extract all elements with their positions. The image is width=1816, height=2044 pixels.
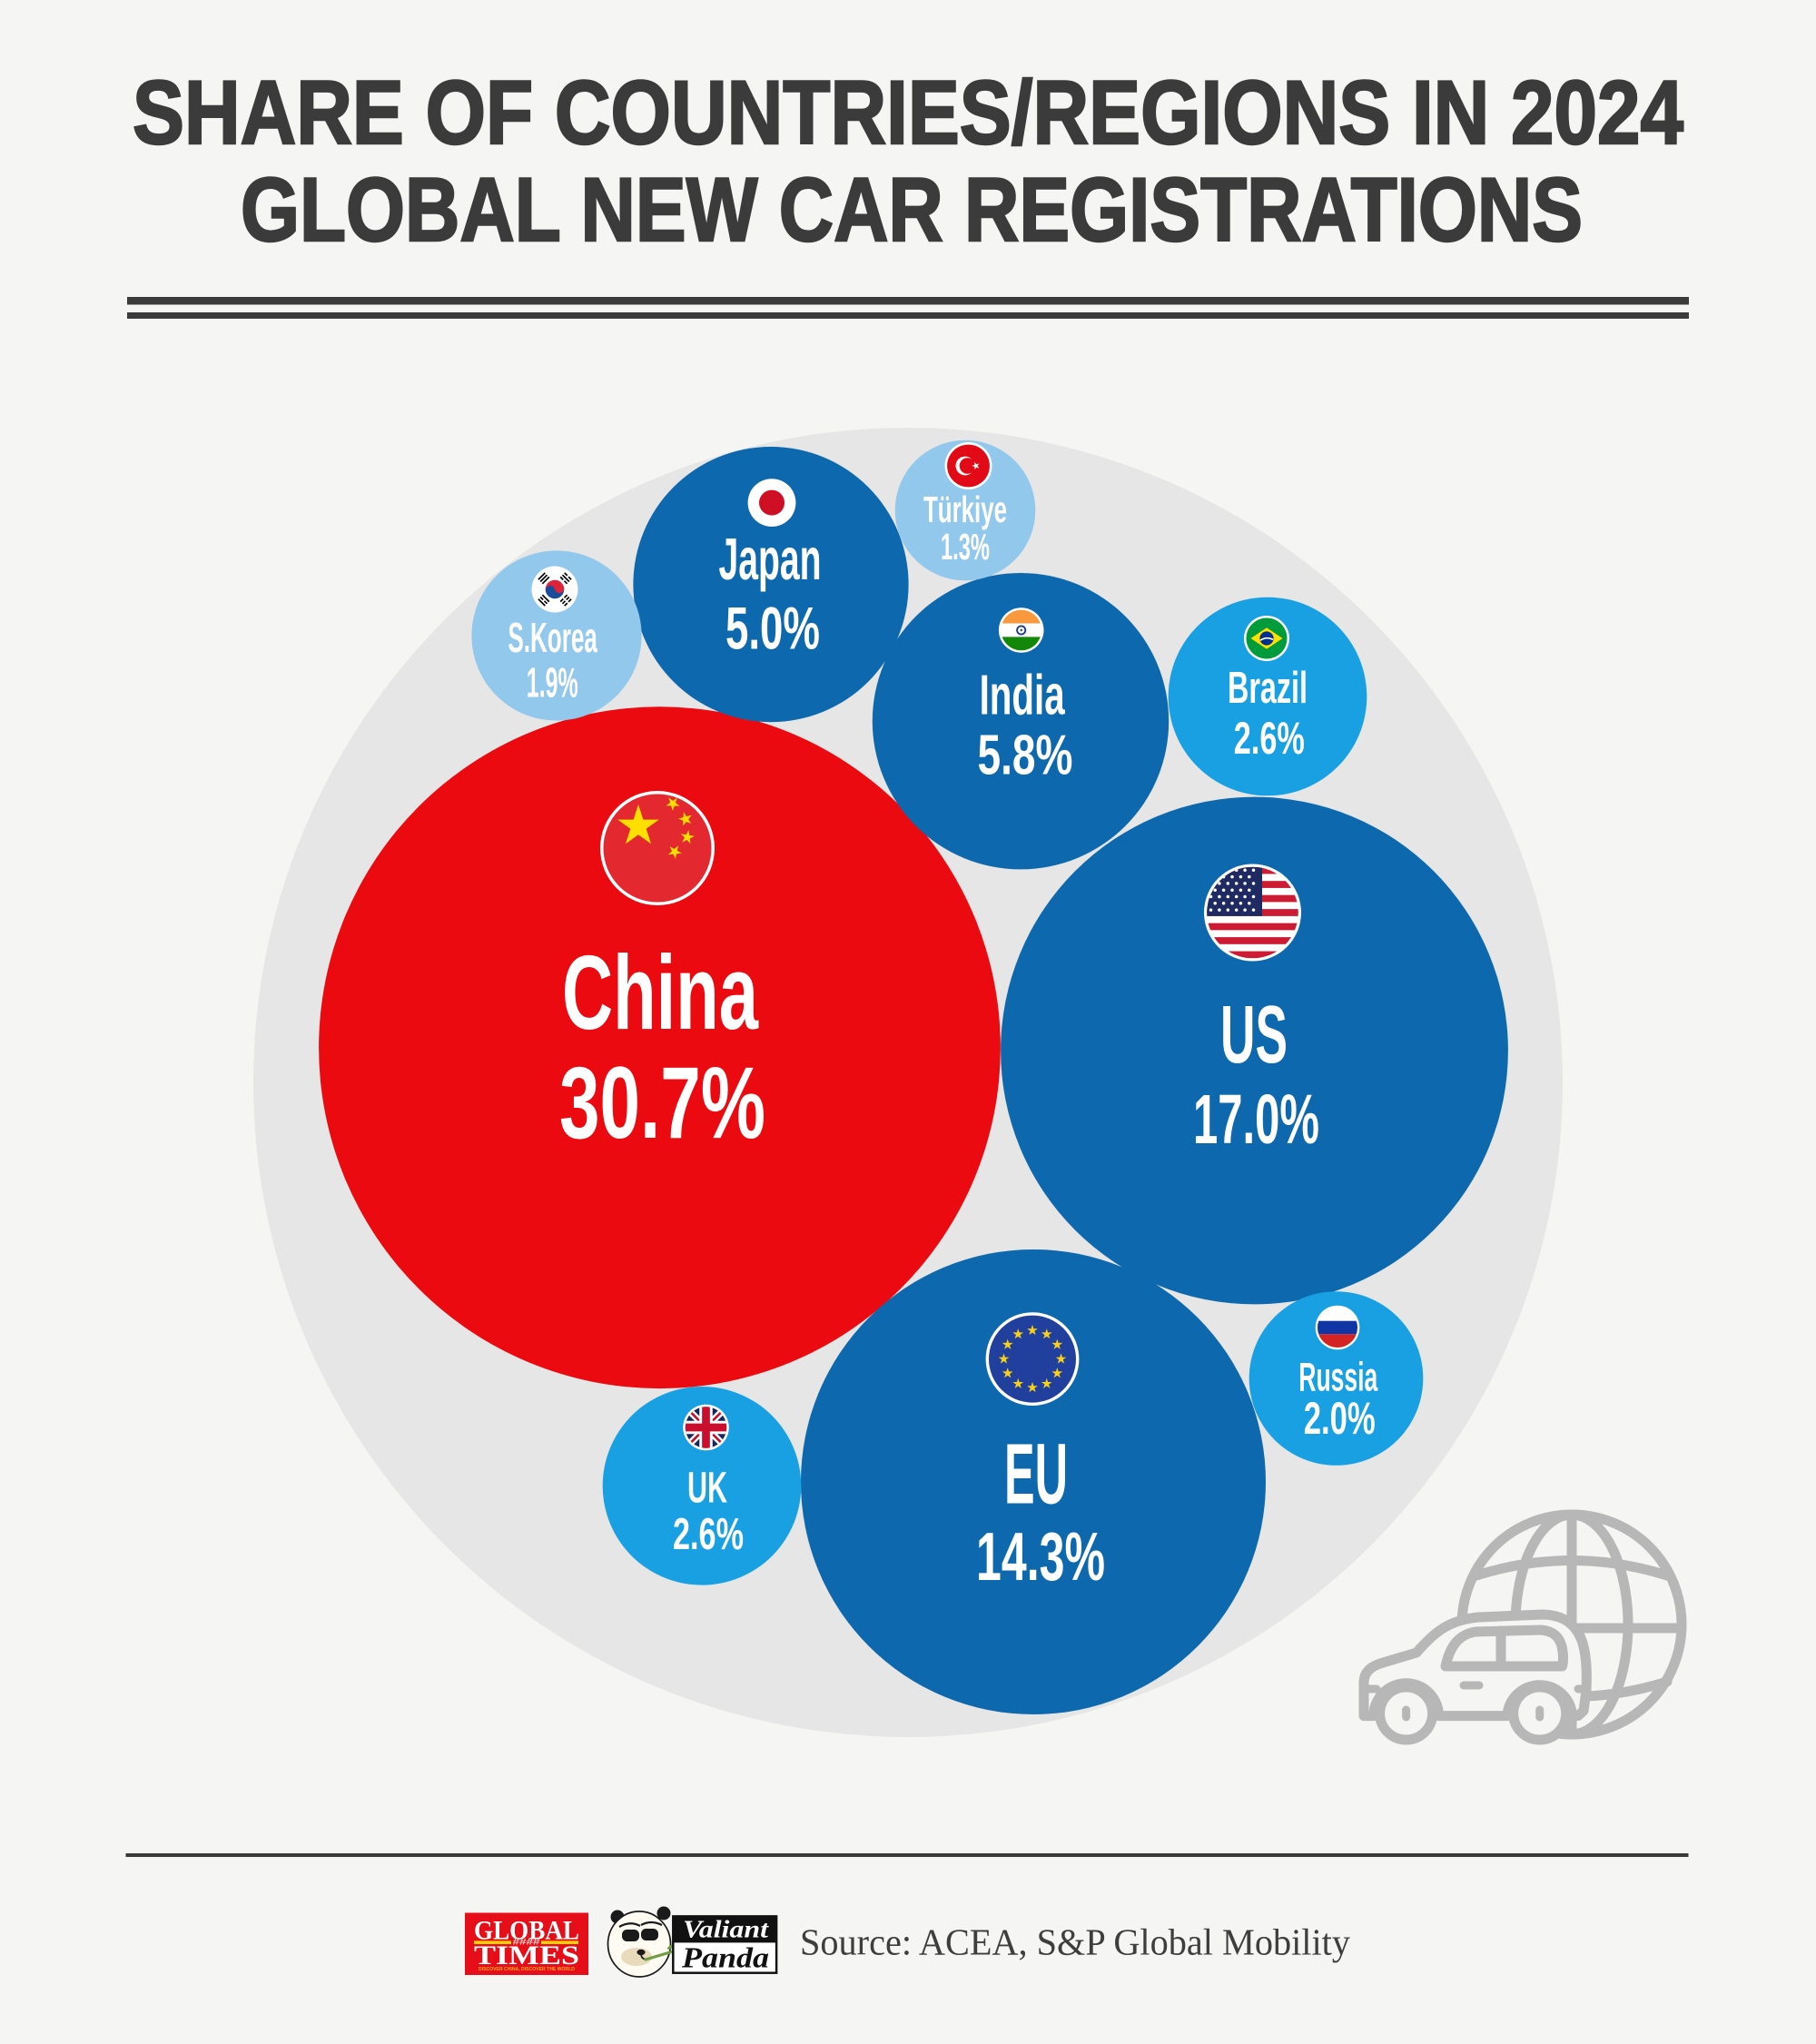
svg-text:Japan: Japan <box>719 526 822 592</box>
svg-text:17.0%: 17.0% <box>1193 1081 1319 1159</box>
svg-text:Panda: Panda <box>681 1941 769 1974</box>
svg-text:Türkiye: Türkiye <box>923 489 1007 530</box>
svg-text:1.3%: 1.3% <box>941 526 990 568</box>
svg-text:14.3%: 14.3% <box>976 1518 1105 1595</box>
svg-text:2.6%: 2.6% <box>673 1509 744 1559</box>
svg-text:Brazil: Brazil <box>1228 664 1308 713</box>
svg-text:2.6%: 2.6% <box>1234 713 1305 764</box>
svg-text:Valiant: Valiant <box>683 1916 770 1943</box>
svg-text:S.Korea: S.Korea <box>508 614 597 661</box>
svg-text:1.9%: 1.9% <box>527 659 578 706</box>
svg-text:30.7%: 30.7% <box>559 1046 765 1160</box>
svg-text:Russia: Russia <box>1298 1356 1378 1400</box>
svg-text:UK: UK <box>687 1465 727 1513</box>
svg-text:TIMES: TIMES <box>474 1941 579 1970</box>
svg-text:5.8%: 5.8% <box>978 724 1073 787</box>
svg-text:GLOBAL: GLOBAL <box>474 1917 579 1946</box>
svg-text:EU: EU <box>1004 1427 1068 1523</box>
svg-text:5.0%: 5.0% <box>725 596 820 662</box>
svg-text:Source: ACEA, S&P Global Mobil: Source: ACEA, S&P Global Mobility <box>800 1921 1350 1963</box>
svg-text:GLOBAL NEW CAR REGISTRATIONS: GLOBAL NEW CAR REGISTRATIONS <box>241 159 1583 260</box>
svg-text:####: #### <box>513 1938 540 1947</box>
svg-text:2.0%: 2.0% <box>1304 1393 1376 1444</box>
svg-text:DISCOVER CHINA, DISCOVER THE W: DISCOVER CHINA, DISCOVER THE WORLD <box>479 1967 575 1972</box>
svg-text:SHARE OF COUNTRIES/REGIONS IN: SHARE OF COUNTRIES/REGIONS IN 2024 <box>133 62 1683 163</box>
svg-text:China: China <box>562 933 759 1052</box>
svg-text:India: India <box>980 664 1066 727</box>
svg-text:US: US <box>1220 989 1288 1081</box>
